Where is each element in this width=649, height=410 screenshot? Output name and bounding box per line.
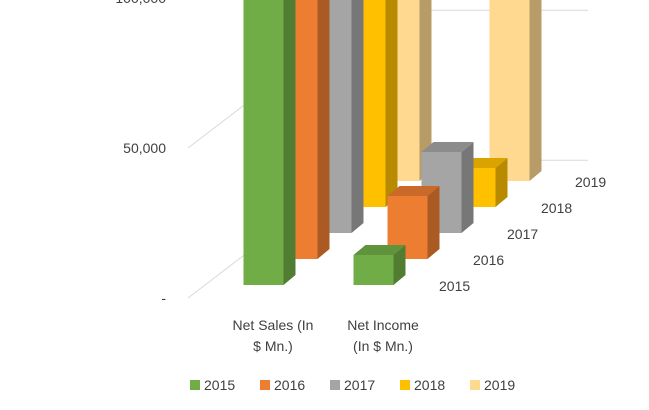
category-label: Net Income (In $ Mn.) [347, 317, 419, 354]
legend-swatch [400, 380, 410, 390]
legend-swatch [260, 380, 270, 390]
legend-label: 2016 [274, 377, 305, 393]
depth-axis-label: 2018 [541, 200, 572, 216]
legend-swatch [330, 380, 340, 390]
legend-label: 2015 [204, 377, 235, 393]
legend: 2015 2016 2017 2018 2019 [190, 377, 515, 393]
y-axis: -50,000100,000150,000 [115, 0, 166, 306]
legend-swatch [190, 380, 200, 390]
legend-item: 2018 [400, 377, 445, 393]
legend-label: 2019 [484, 377, 515, 393]
depth-axis-label: 2019 [575, 174, 606, 190]
y-tick-label: - [161, 290, 166, 306]
y-tick-label: 100,000 [115, 0, 166, 6]
legend-item: 2015 [190, 377, 235, 393]
depth-axis-label: 2017 [507, 226, 538, 242]
bar [489, 0, 542, 181]
y-tick-label: 50,000 [123, 140, 166, 156]
category-label: Net Sales (In $ Mn.) [233, 317, 314, 354]
bar [387, 186, 440, 259]
depth-axis-label: 2016 [473, 252, 504, 268]
bar [243, 0, 296, 285]
legend-label: 2017 [344, 377, 375, 393]
legend-swatch [470, 380, 480, 390]
bars [243, 0, 542, 285]
depth-axis-label: 2015 [439, 278, 470, 294]
legend-label: 2018 [414, 377, 445, 393]
legend-item: 2019 [470, 377, 515, 393]
x-axis: Net Sales (In $ Mn.) Net Income (In $ Mn.) [233, 317, 419, 354]
bar [353, 245, 406, 285]
legend-item: 2016 [260, 377, 305, 393]
legend-item: 2017 [330, 377, 375, 393]
